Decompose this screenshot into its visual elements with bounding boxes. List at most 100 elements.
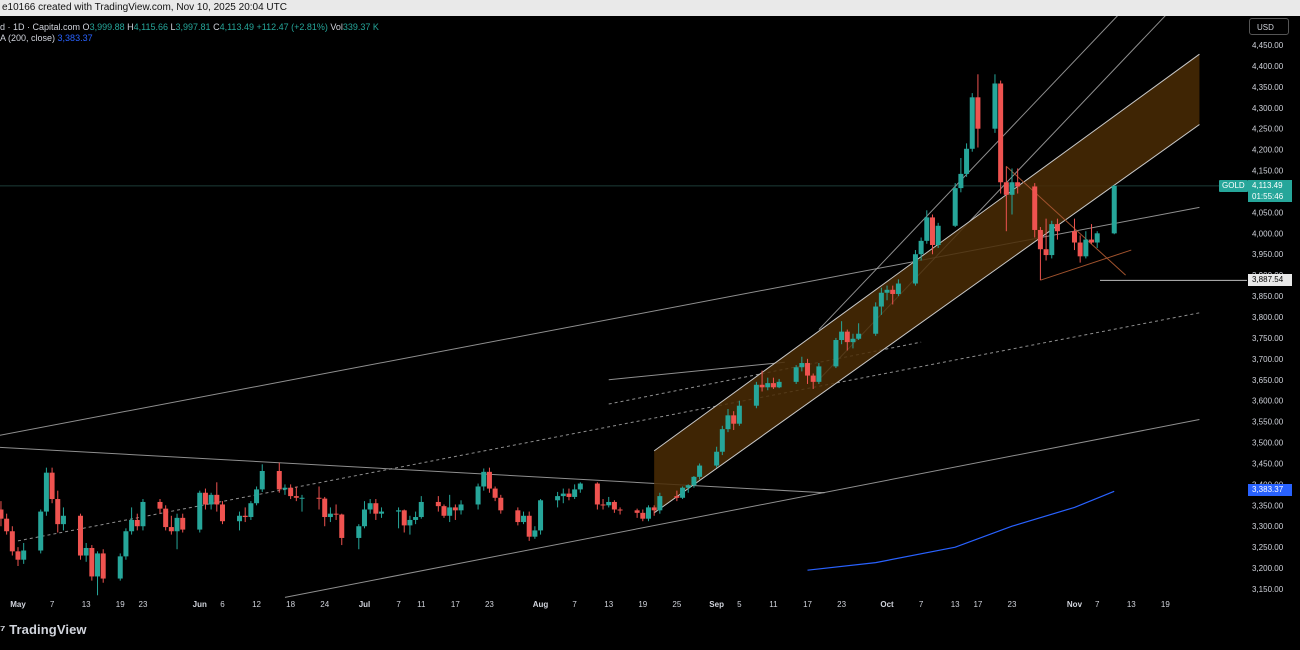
time-tick-label: 24 bbox=[320, 600, 329, 609]
candle bbox=[992, 74, 998, 133]
candle-body bbox=[180, 517, 186, 530]
candle bbox=[952, 183, 958, 228]
candle bbox=[645, 505, 651, 522]
candle bbox=[140, 499, 146, 531]
candle-body bbox=[594, 483, 600, 505]
price-tick-label: 3,350.00 bbox=[1252, 501, 1284, 510]
candle-body bbox=[1043, 249, 1049, 256]
candle bbox=[816, 363, 822, 384]
candle bbox=[657, 492, 663, 514]
candle bbox=[844, 329, 850, 351]
candle-body bbox=[714, 451, 720, 466]
candle bbox=[776, 378, 782, 389]
candle-body bbox=[929, 217, 935, 246]
candle bbox=[327, 507, 333, 523]
candle-body bbox=[367, 503, 373, 510]
candle bbox=[180, 513, 186, 533]
candle-body bbox=[697, 465, 703, 477]
candle-body bbox=[413, 517, 419, 520]
candle bbox=[356, 524, 362, 550]
time-tick-label: 12 bbox=[252, 600, 261, 609]
price-axis: 3,150.00 3,200.00 3,250.00 3,300.00 3,350.00… bbox=[1252, 41, 1284, 594]
candle-body bbox=[447, 507, 453, 516]
candle-body bbox=[282, 487, 288, 490]
candle bbox=[129, 507, 135, 535]
candle-body bbox=[83, 547, 89, 556]
candle bbox=[316, 486, 322, 510]
last-price-value: 4,113.49 bbox=[1252, 181, 1283, 190]
candle bbox=[1071, 218, 1077, 251]
candle-body bbox=[123, 531, 129, 557]
price-tick-label: 4,400.00 bbox=[1252, 62, 1284, 71]
tradingview-logo[interactable]: ⁷ TradingView bbox=[0, 622, 87, 637]
last-price-tag: 4,113.49 01:55:46 bbox=[1248, 180, 1292, 202]
candle-body bbox=[55, 499, 61, 525]
candle-body bbox=[969, 97, 975, 149]
candle bbox=[333, 504, 339, 520]
price-tick-label: 3,300.00 bbox=[1252, 522, 1284, 531]
candle-body bbox=[532, 530, 538, 537]
currency-button[interactable]: USD bbox=[1249, 18, 1289, 35]
close-label: C bbox=[213, 22, 220, 32]
candle bbox=[924, 210, 930, 244]
candle bbox=[674, 490, 680, 502]
level-price-tag: 3,887.54 bbox=[1248, 274, 1292, 286]
candle-body bbox=[288, 487, 294, 497]
time-tick-label: Aug bbox=[533, 600, 549, 609]
candle-body bbox=[890, 289, 896, 294]
candle bbox=[441, 504, 447, 518]
candle bbox=[458, 500, 464, 515]
candle bbox=[975, 74, 981, 148]
price-tick-label: 3,850.00 bbox=[1252, 292, 1284, 301]
candle-body bbox=[839, 331, 845, 341]
candle-body bbox=[134, 519, 140, 527]
candle-body bbox=[452, 507, 458, 511]
candle-body bbox=[572, 489, 578, 497]
candle-body bbox=[15, 551, 21, 560]
candle bbox=[197, 490, 203, 533]
candle bbox=[21, 542, 27, 564]
candle bbox=[759, 370, 765, 392]
candle bbox=[248, 501, 254, 520]
candle-body bbox=[566, 493, 572, 497]
candle bbox=[1111, 184, 1117, 235]
candle-body bbox=[259, 470, 265, 490]
candle-body bbox=[168, 527, 174, 532]
candle-body bbox=[1111, 185, 1117, 234]
candle-body bbox=[1003, 182, 1009, 195]
candle bbox=[100, 549, 106, 583]
candle bbox=[367, 499, 373, 514]
price-tick-label: 3,200.00 bbox=[1252, 564, 1284, 573]
candle-body bbox=[401, 510, 407, 526]
candle bbox=[407, 515, 413, 535]
candle bbox=[736, 400, 742, 426]
candle bbox=[935, 222, 941, 248]
candlestick-chart[interactable]: 3,150.00 3,200.00 3,250.00 3,300.00 3,350.00… bbox=[0, 16, 1300, 613]
candle bbox=[577, 482, 583, 493]
candle bbox=[912, 250, 918, 286]
candle-body bbox=[833, 340, 839, 367]
ascending-channel bbox=[654, 54, 1200, 513]
candle bbox=[765, 377, 771, 391]
time-tick-label: May bbox=[10, 600, 26, 609]
candle-body bbox=[293, 496, 299, 498]
time-tick-label: 19 bbox=[1161, 600, 1170, 609]
candle bbox=[839, 321, 845, 345]
ma-legend: A (200, close) 3,383.37 bbox=[0, 33, 93, 43]
time-tick-label: 17 bbox=[803, 600, 812, 609]
time-tick-label: 13 bbox=[951, 600, 960, 609]
candle bbox=[373, 499, 379, 520]
time-tick-label: 23 bbox=[485, 600, 494, 609]
candle bbox=[242, 507, 248, 523]
candle bbox=[1009, 168, 1015, 215]
candle bbox=[611, 500, 617, 513]
candle bbox=[288, 484, 294, 500]
candle bbox=[413, 511, 419, 525]
candle bbox=[810, 373, 816, 389]
open-label: O bbox=[82, 22, 90, 32]
price-tick-label: 4,250.00 bbox=[1252, 125, 1284, 134]
tv-logo-icon: ⁷ bbox=[0, 622, 10, 637]
candle bbox=[9, 526, 15, 556]
triangle-upper-line bbox=[1005, 165, 1126, 276]
candle bbox=[38, 509, 44, 554]
